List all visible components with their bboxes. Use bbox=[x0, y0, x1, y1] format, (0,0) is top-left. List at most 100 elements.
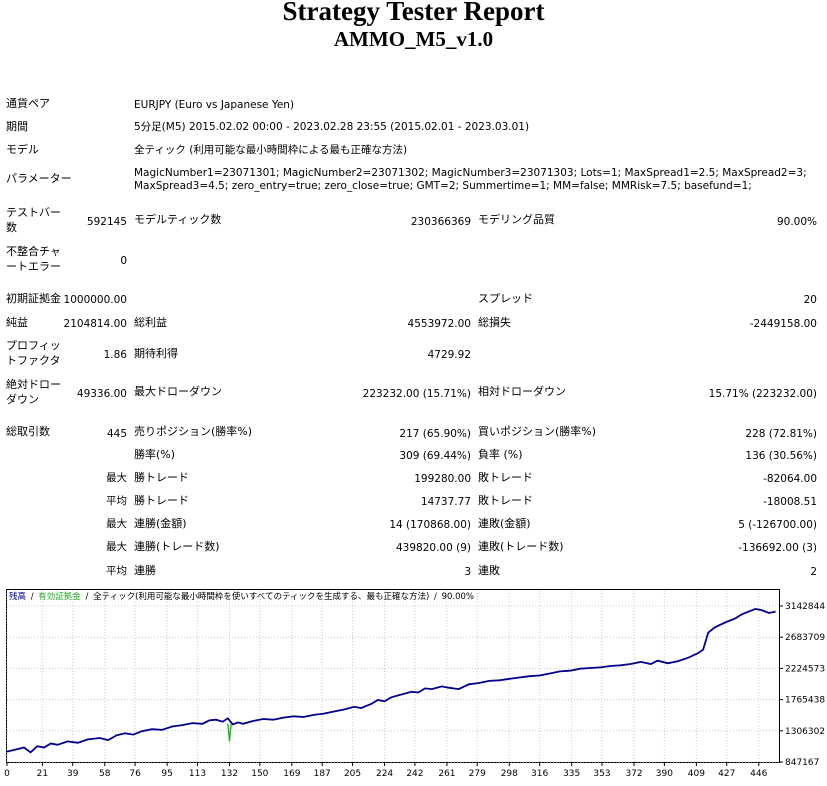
equity-series-line bbox=[227, 723, 232, 742]
avg-consec-loss-label: 連敗 bbox=[478, 564, 500, 577]
mismatch-label-2: ートエラー bbox=[6, 260, 61, 273]
model-value: 全ティック (利用可能な最小時間枠による最も正確な方法) bbox=[134, 144, 408, 156]
x-tick-label: 39 bbox=[67, 769, 79, 779]
max-word-3: 最大 bbox=[106, 541, 127, 553]
expected-payoff-value: 4729.92 bbox=[427, 349, 471, 361]
abs-drawdown-label-2: ダウン bbox=[6, 393, 39, 406]
deposit-label: 初期証拠金 bbox=[6, 292, 61, 305]
y-tick-label: 1306302 bbox=[785, 727, 825, 737]
largest-loss-value: -82064.00 bbox=[763, 473, 817, 485]
x-tick-label: 353 bbox=[593, 769, 610, 779]
max-word-1: 最大 bbox=[106, 472, 127, 484]
legend-separator-1: / bbox=[31, 592, 34, 602]
net-profit-label: 純益 bbox=[6, 316, 28, 329]
short-positions-value: 217 (65.90%) bbox=[399, 428, 471, 440]
balance-chart: 0 21 39 58 76 95 113 132 150 169 187 205 224 242 261 27… bbox=[4, 586, 825, 784]
y-tick-label: 1765438 bbox=[785, 696, 825, 706]
x-tick-label: 298 bbox=[501, 769, 518, 779]
legend-balance: 残高 bbox=[9, 591, 26, 602]
net-profit-value: 2104814.00 bbox=[63, 318, 127, 330]
y-tick-label: 2683709 bbox=[785, 633, 825, 643]
avg-win-label: 勝トレード bbox=[134, 494, 189, 507]
chart-legend: 残高 / 有効証拠金 / 全ティック(利用可能な最小時間枠を使いすべてのティック… bbox=[9, 591, 474, 602]
x-tick-label: 409 bbox=[688, 769, 705, 779]
total-trades-value: 445 bbox=[106, 428, 127, 440]
abs-drawdown-value: 49336.00 bbox=[76, 388, 127, 400]
y-tick-label: 2224573 bbox=[785, 664, 825, 674]
quality-value: 90.00% bbox=[776, 216, 817, 228]
x-tick-label: 132 bbox=[221, 769, 238, 779]
quality-label: モデリング品質 bbox=[478, 213, 555, 226]
x-tick-label: 372 bbox=[625, 769, 642, 779]
y-tick-labels: 3142844 2683709 2224573 1765438 1306302 84716… bbox=[779, 602, 825, 768]
x-tick-label: 205 bbox=[344, 769, 361, 779]
abs-drawdown-label-1: 絶対ドロー bbox=[6, 378, 61, 391]
spread-label: スプレッド bbox=[478, 292, 533, 305]
max-consec-loss-money-value: 5 (-126700.00) bbox=[738, 519, 817, 531]
x-tick-label: 21 bbox=[37, 769, 48, 779]
max-drawdown-label: 最大ドローダウン bbox=[134, 385, 222, 398]
long-positions-value: 228 (72.81%) bbox=[745, 428, 817, 440]
mismatch-value: 0 bbox=[120, 255, 127, 267]
x-tick-label: 390 bbox=[656, 769, 673, 779]
max-word-2: 最大 bbox=[106, 518, 127, 530]
x-tick-label: 316 bbox=[531, 769, 548, 779]
gross-profit-value: 4553972.00 bbox=[407, 318, 471, 330]
max-consec-win-count-label: 連勝(トレード数) bbox=[134, 540, 220, 553]
expected-payoff-label: 期待利得 bbox=[134, 347, 178, 360]
x-tick-label: 242 bbox=[406, 769, 423, 779]
y-tick-label: 3142844 bbox=[785, 602, 825, 612]
loss-rate-value: 136 (30.56%) bbox=[745, 450, 817, 462]
bars-value: 592145 bbox=[86, 216, 127, 228]
max-consec-win-money-label: 連勝(金額) bbox=[134, 517, 187, 530]
avg-word-2: 平均 bbox=[106, 565, 127, 577]
max-consec-win-money-value: 14 (170868.00) bbox=[389, 519, 471, 531]
ticks-label: モデルティック数 bbox=[134, 213, 222, 226]
gross-loss-label: 総損失 bbox=[478, 316, 511, 329]
period-value: 5分足(M5) 2015.02.02 00:00 - 2023.02.28 23… bbox=[134, 121, 530, 133]
params-label: パラメーター bbox=[6, 172, 72, 185]
params-line-1: MagicNumber1=23071301; MagicNumber2=2307… bbox=[134, 167, 807, 179]
x-tick-label: 427 bbox=[718, 769, 735, 779]
max-drawdown-value: 223232.00 (15.71%) bbox=[362, 388, 471, 400]
profit-factor-label-1: プロフィッ bbox=[6, 339, 61, 352]
max-consec-win-count-value: 439820.00 (9) bbox=[396, 542, 471, 554]
x-tick-label: 169 bbox=[283, 769, 300, 779]
x-tick-label: 76 bbox=[129, 769, 141, 779]
profit-factor-label-2: トファクタ bbox=[6, 354, 61, 367]
ticks-value: 230366369 bbox=[410, 216, 471, 228]
legend-separator-2: / bbox=[86, 592, 89, 602]
mismatch-label-1: 不整合チャ bbox=[6, 245, 61, 258]
symbol-label: 通貨ペア bbox=[6, 97, 50, 110]
rel-drawdown-value: 15.71% (223232.00) bbox=[708, 388, 817, 400]
avg-word-1: 平均 bbox=[106, 495, 127, 507]
x-tick-label: 261 bbox=[438, 769, 455, 779]
x-tick-label: 224 bbox=[376, 769, 393, 779]
profit-factor-value: 1.86 bbox=[103, 349, 127, 361]
balance-series-line bbox=[6, 607, 776, 754]
gross-loss-value: -2449158.00 bbox=[749, 318, 817, 330]
x-tick-label: 113 bbox=[189, 769, 206, 779]
deposit-value: 1000000.00 bbox=[63, 294, 127, 306]
avg-win-value: 14737.77 bbox=[420, 496, 471, 508]
max-consec-loss-money-label: 連敗(金額) bbox=[478, 517, 531, 530]
y-tick-label: 847167 bbox=[785, 758, 819, 768]
win-rate-label: 勝率(%) bbox=[134, 448, 176, 461]
gross-profit-label: 総利益 bbox=[134, 316, 167, 329]
largest-win-label: 勝トレード bbox=[134, 471, 189, 484]
params-line-2: MaxSpread3=4.5; zero_entry=true; zero_cl… bbox=[134, 180, 752, 192]
x-tick-label: 150 bbox=[251, 769, 268, 779]
avg-consec-win-label: 連勝 bbox=[134, 564, 156, 577]
legend-separator-3: / bbox=[434, 592, 437, 602]
bars-label-1: テストバー bbox=[6, 206, 61, 219]
avg-loss-value: -18008.51 bbox=[763, 496, 817, 508]
legend-quality: 90.00% bbox=[442, 592, 474, 602]
model-label: モデル bbox=[6, 143, 39, 156]
short-positions-label: 売りポジション(勝率%) bbox=[134, 425, 253, 438]
largest-win-value: 199280.00 bbox=[414, 473, 471, 485]
max-consec-loss-count-value: -136692.00 (3) bbox=[738, 542, 817, 554]
x-tick-label: 187 bbox=[314, 769, 331, 779]
win-rate-value: 309 (69.44%) bbox=[399, 450, 471, 462]
x-tick-label: 279 bbox=[469, 769, 486, 779]
report-title: Strategy Tester Report bbox=[282, 0, 545, 26]
